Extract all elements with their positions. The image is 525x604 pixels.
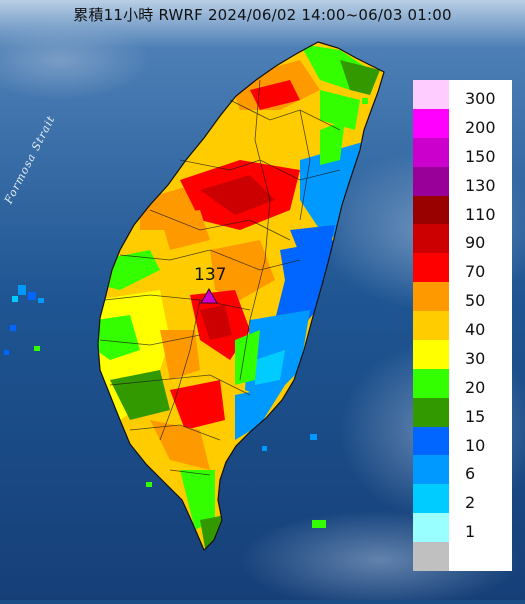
legend-label: 40 <box>465 320 486 340</box>
legend-label: 6 <box>465 464 476 484</box>
legend-label: 30 <box>465 348 486 368</box>
legend-label: 130 <box>465 175 496 195</box>
legend-swatch <box>413 426 449 456</box>
legend-swatch <box>413 253 449 283</box>
offshore-echoes <box>4 98 368 528</box>
legend-label: 15 <box>465 406 486 426</box>
legend-label: 20 <box>465 377 486 397</box>
legend-swatch <box>413 542 449 572</box>
legend-swatch <box>413 311 449 341</box>
legend-swatch <box>413 368 449 399</box>
county-boundaries <box>99 79 341 476</box>
legend-label: 200 <box>465 117 496 137</box>
legend-label: 50 <box>465 291 486 311</box>
legend-label: 300 <box>465 89 496 108</box>
rainfall-legend: 300 200 150 130 110 90 70 50 40 30 20 15 10 6 2 1 <box>413 80 512 572</box>
map-title: 累積11小時 RWRF 2024/06/02 14:00~06/03 01:00 <box>73 6 452 24</box>
legend-label: 110 <box>465 204 496 224</box>
legend-swatch <box>413 166 449 197</box>
legend-swatch <box>413 137 449 168</box>
legend-swatch <box>413 513 449 543</box>
legend-swatch <box>413 195 449 225</box>
peak-triangle-icon <box>200 288 218 304</box>
legend-swatch <box>413 108 449 139</box>
legend-swatch <box>413 80 449 110</box>
legend-label: 10 <box>465 435 486 455</box>
legend-label: 70 <box>465 262 486 282</box>
legend-swatch <box>413 484 449 514</box>
legend-swatch <box>413 224 449 254</box>
legend-swatch <box>413 455 449 485</box>
legend-label: 1 <box>465 522 476 542</box>
legend-swatch <box>413 282 449 312</box>
legend-label: 150 <box>465 146 496 166</box>
legend-label: 2 <box>465 493 476 513</box>
legend-swatch <box>413 397 449 428</box>
cloud-haze <box>0 20 150 100</box>
legend-label: 90 <box>465 233 486 253</box>
legend-swatch <box>413 339 449 370</box>
peak-rainfall-value: 137 <box>194 265 227 285</box>
